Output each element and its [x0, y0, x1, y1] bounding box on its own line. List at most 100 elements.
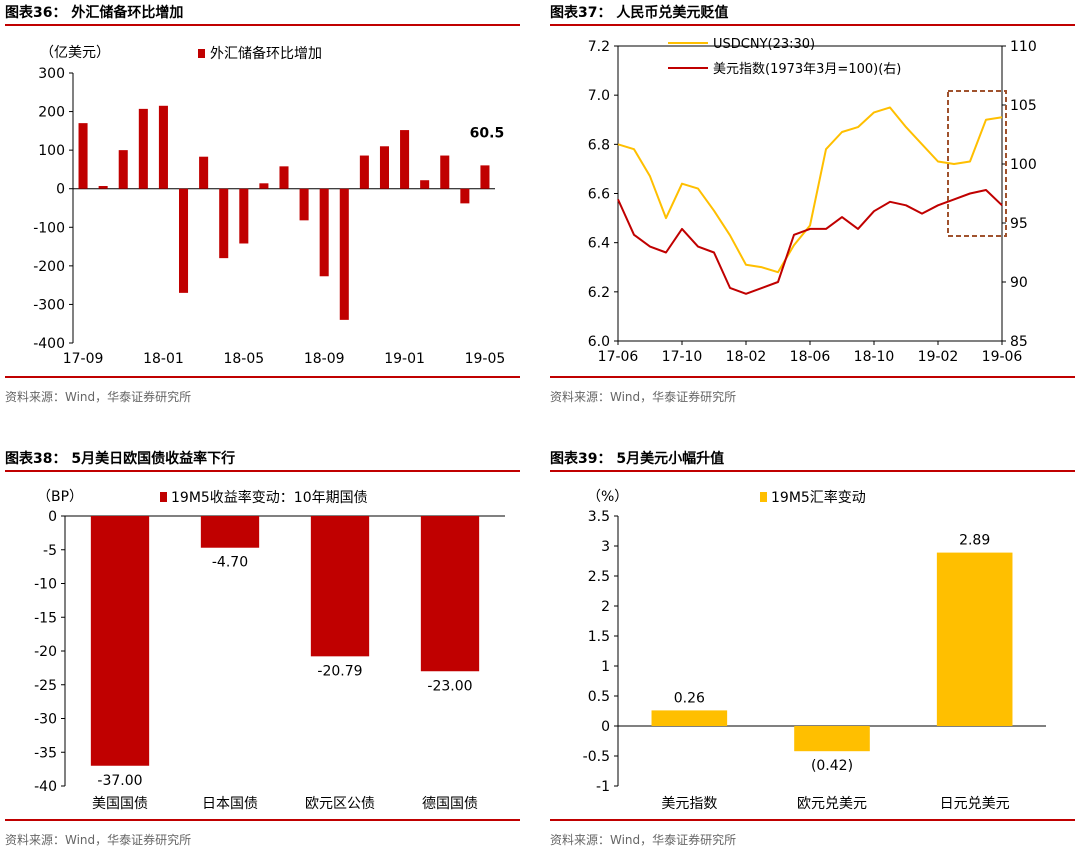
y-tick-label: 0.5 [588, 689, 610, 705]
y-tick-label: 2.5 [588, 569, 610, 585]
y-tick-label: -100 [33, 220, 65, 236]
y-unit-label: （%） [587, 489, 628, 505]
bar [400, 130, 410, 189]
bar [138, 108, 148, 189]
x-tick-label: 19-05 [465, 351, 506, 367]
y-right-tick-label: 110 [1010, 39, 1037, 55]
legend-label: 外汇储备环比增加 [210, 45, 322, 62]
y-tick-label: -400 [33, 336, 65, 352]
bar [200, 516, 260, 548]
y-tick-label: 100 [38, 143, 65, 159]
bar [420, 516, 480, 672]
y-right-tick-label: 105 [1010, 98, 1037, 114]
series-line [617, 106, 1003, 274]
y-tick-label: -5 [43, 543, 57, 559]
x-tick-label: 19-06 [982, 349, 1023, 365]
y-left-tick-label: 6.8 [588, 137, 610, 153]
chart-title: 图表39： 5月美元小幅升值 [550, 451, 725, 467]
legend-swatch [760, 492, 767, 502]
y-right-tick-label: 90 [1010, 275, 1028, 291]
bar [651, 710, 728, 726]
legend-label: 美元指数(1973年3月=100)(右) [713, 62, 901, 77]
y-left-tick-label: 6.4 [588, 236, 610, 252]
title-rule [5, 24, 520, 26]
y-right-tick-label: 95 [1010, 216, 1028, 232]
bar [460, 188, 470, 204]
title-rule [5, 470, 520, 472]
x-tick-label: 17-06 [598, 349, 639, 365]
panel-cny-usd: 图表37： 人民币兑美元贬值 7.2 7.0 6.8 6.6 6.4 6.2 6.0 110 1… [550, 2, 1075, 412]
chart-title: 图表36： 外汇储备环比增加 [5, 5, 184, 21]
x-tick-label: 17-10 [662, 349, 703, 365]
bar [118, 150, 128, 189]
x-tick-label: 18-10 [854, 349, 895, 365]
x-tick-label: 18-06 [790, 349, 831, 365]
chart-title: 图表37： 人民币兑美元贬值 [550, 5, 729, 21]
source-rule [5, 376, 520, 378]
bar [98, 186, 108, 189]
data-label: -37.00 [97, 773, 142, 789]
x-category-label: 德国国债 [422, 796, 478, 812]
y-tick-label: -1 [596, 779, 610, 795]
bar [936, 552, 1013, 726]
source-rule [550, 819, 1075, 821]
bar [90, 516, 150, 766]
legend-label: 19M5汇率变动 [771, 489, 866, 506]
bar [259, 183, 269, 189]
y-left-tick-label: 7.2 [588, 39, 610, 55]
y-tick-label: 300 [38, 66, 65, 82]
legend-label: USDCNY(23:30) [713, 37, 815, 52]
y-unit-label: （亿美元） [40, 45, 110, 61]
bar [78, 123, 88, 189]
y-left-tick-label: 7.0 [588, 88, 610, 104]
y-tick-label: 2 [601, 599, 610, 615]
data-label: 2.89 [959, 533, 990, 549]
source-note: 资料来源：Wind，华泰证券研究所 [550, 833, 737, 847]
y-tick-label: 0 [48, 509, 57, 525]
y-tick-label: -30 [34, 712, 57, 728]
y-tick-label: -10 [34, 577, 57, 593]
y-tick-label: -25 [34, 678, 57, 694]
y-tick-label: 200 [38, 105, 65, 121]
y-tick-label: 3 [601, 539, 610, 555]
source-rule [5, 819, 520, 821]
data-label: 60.5 [470, 125, 505, 141]
y-left-tick-label: 6.6 [588, 187, 610, 203]
x-category-label: 日本国债 [202, 796, 258, 812]
bar [794, 726, 870, 752]
bar [299, 188, 309, 221]
source-note: 资料来源：Wind，华泰证券研究所 [550, 390, 737, 404]
source-note: 资料来源：Wind，华泰证券研究所 [5, 390, 192, 404]
bar [310, 516, 370, 657]
bar [319, 188, 329, 277]
y-tick-label: 0 [56, 182, 65, 198]
chart-title: 图表38： 5月美日欧国债收益率下行 [5, 451, 236, 467]
panel-fx-reserves: 图表36： 外汇储备环比增加 300 200 100 0 -100 -200 -300 -40… [5, 2, 520, 412]
bar [158, 105, 168, 189]
panel-bond-yields: 图表38： 5月美日欧国债收益率下行 0 -5 -10 -15 -20 -25 -30 -35… [5, 448, 520, 853]
cny-usd-chart: 7.2 7.0 6.8 6.6 6.4 6.2 6.0 110 105 100 95 90 85 17-0… [588, 37, 1037, 365]
data-label: -4.70 [212, 555, 248, 571]
fx-changes-chart: 3.5 3 2.5 2 1.5 1 0.5 0 -0.5 -1 0.26 美元指数 (0.42) 欧元兑美… [583, 489, 1046, 812]
bar [219, 188, 229, 259]
y-tick-label: -200 [33, 259, 65, 275]
y-tick-label: -40 [34, 779, 57, 795]
bar [480, 165, 490, 189]
y-tick-label: -15 [34, 610, 57, 626]
y-unit-label: （BP） [37, 489, 83, 505]
y-tick-label: -35 [34, 745, 57, 761]
data-label: -23.00 [427, 678, 472, 694]
title-rule [550, 470, 1075, 472]
y-left-tick-label: 6.0 [588, 334, 610, 350]
x-tick-label: 17-09 [63, 351, 104, 367]
x-tick-label: 19-01 [384, 351, 425, 367]
series-line [617, 189, 1003, 295]
bar [199, 156, 209, 189]
x-category-label: 日元兑美元 [940, 796, 1010, 812]
y-right-tick-label: 85 [1010, 334, 1028, 350]
y-tick-label: 0 [601, 719, 610, 735]
x-category-label: 欧元兑美元 [797, 796, 867, 812]
data-label: 0.26 [674, 690, 705, 706]
bar [379, 146, 389, 189]
